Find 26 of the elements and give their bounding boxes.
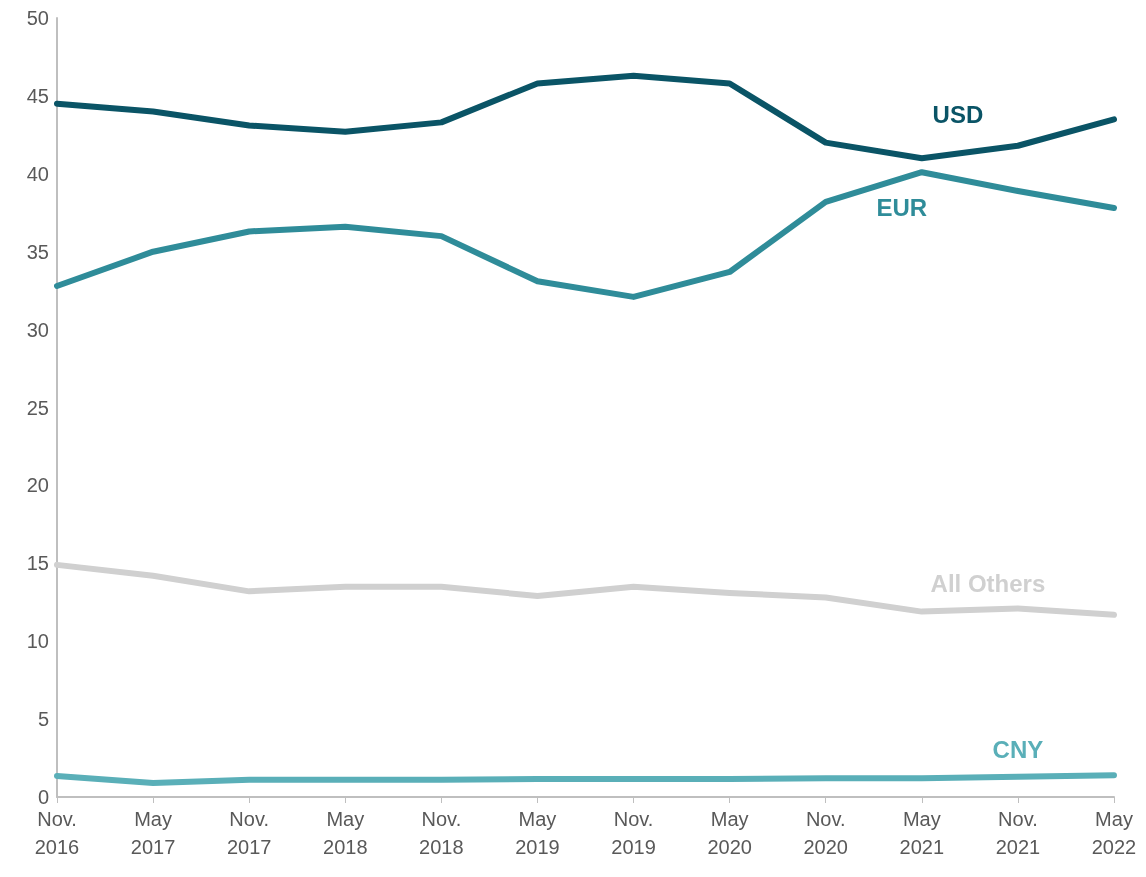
- x-tick-label: May 2022: [1091, 808, 1137, 858]
- y-tick-label: 5: [37, 708, 49, 731]
- y-tick-label: 20: [26, 474, 49, 497]
- y-tick-label: 40: [26, 162, 49, 185]
- y-tick-label: 50: [26, 7, 49, 29]
- x-tick-label: May 2020: [707, 808, 752, 858]
- series-label: CNY: [992, 736, 1044, 764]
- x-tick-label: May 2019: [515, 808, 560, 858]
- x-tick-label: Nov. 2021: [995, 808, 1041, 858]
- y-tick-label: 0: [37, 786, 49, 808]
- x-tick-label: Nov. 2016: [34, 808, 80, 858]
- x-tick-label: May 2021: [899, 808, 945, 858]
- y-tick-label: 45: [26, 84, 49, 107]
- y-tick-label: 10: [26, 630, 49, 653]
- x-tick-label: Nov. 2017: [226, 808, 272, 858]
- y-tick-label: 25: [26, 396, 49, 419]
- series-label: USD: [932, 101, 984, 129]
- y-tick-label: 35: [26, 240, 49, 263]
- y-tick-label: 15: [26, 552, 49, 575]
- x-tick-label: Nov. 2020: [803, 808, 848, 858]
- series-label: EUR: [876, 193, 928, 221]
- x-tick-label: Nov. 2019: [611, 808, 656, 858]
- x-tick-label: Nov. 2018: [419, 808, 464, 858]
- x-tick-label: May 2018: [323, 808, 368, 858]
- x-tick-label: May 2017: [130, 808, 176, 858]
- y-tick-label: 30: [26, 318, 49, 341]
